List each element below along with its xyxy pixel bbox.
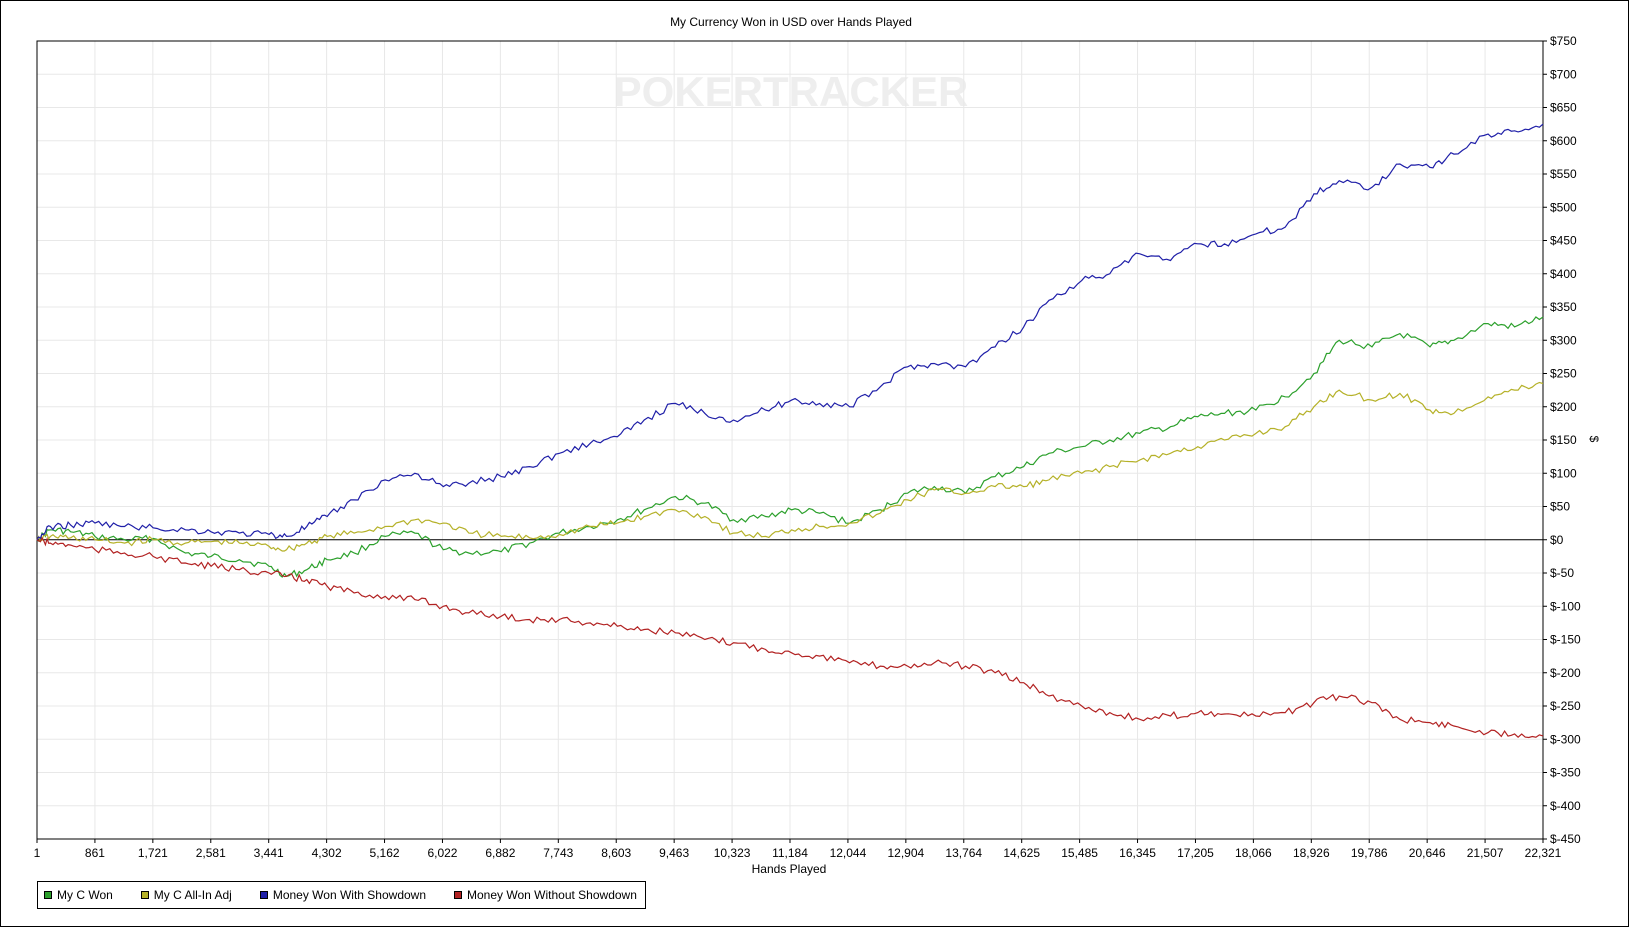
x-tick-label: 9,463 xyxy=(659,846,689,860)
x-tick-label: 10,323 xyxy=(714,846,751,860)
y-tick-label: $-100 xyxy=(1550,599,1581,613)
legend-swatch xyxy=(44,891,52,899)
x-tick-label: 2,581 xyxy=(196,846,226,860)
legend-swatch xyxy=(140,891,149,899)
legend-item: My C All-In Adj xyxy=(140,888,232,902)
series-line-money-won-with-showdown xyxy=(36,123,1544,541)
legend: My C Won My C All-In Adj Money Won With Sh… xyxy=(37,881,646,909)
y-tick-label: $0 xyxy=(1550,533,1564,547)
y-tick-label: $-200 xyxy=(1550,666,1581,680)
x-tick-label: 18,066 xyxy=(1235,846,1272,860)
legend-item: My C Won xyxy=(44,888,113,902)
y-tick-label: $-450 xyxy=(1550,832,1581,846)
chart-title: My Currency Won in USD over Hands Played xyxy=(670,15,912,29)
y-axis-label: $ xyxy=(1587,436,1601,443)
x-tick-label: 8,603 xyxy=(601,846,631,860)
y-tick-label: $-350 xyxy=(1550,766,1581,780)
x-tick-label: 1,721 xyxy=(138,846,168,860)
y-tick-label: $600 xyxy=(1550,134,1577,148)
y-tick-label: $450 xyxy=(1550,234,1577,248)
x-tick-label: 6,882 xyxy=(485,846,515,860)
x-tick-label: 15,485 xyxy=(1061,846,1098,860)
legend-swatch xyxy=(454,891,463,899)
x-tick-label: 6,022 xyxy=(427,846,457,860)
x-tick-label: 14,625 xyxy=(1003,846,1040,860)
x-tick-label: 5,162 xyxy=(370,846,400,860)
y-tick-label: $500 xyxy=(1550,200,1577,214)
x-tick-label: 4,302 xyxy=(312,846,342,860)
x-tick-label: 12,044 xyxy=(830,846,867,860)
x-tick-label: 11,184 xyxy=(772,846,808,860)
legend-label: My C All-In Adj xyxy=(153,888,232,902)
y-tick-label: $400 xyxy=(1550,267,1577,281)
x-tick-label: 17,205 xyxy=(1177,846,1214,860)
y-tick-label: $550 xyxy=(1550,167,1577,181)
y-tick-label: $650 xyxy=(1550,101,1577,115)
y-tick-label: $100 xyxy=(1550,466,1577,480)
y-tick-label: $-50 xyxy=(1550,566,1574,580)
y-tick-label: $-150 xyxy=(1550,633,1581,647)
x-tick-label: 16,345 xyxy=(1119,846,1156,860)
legend-swatch xyxy=(259,891,268,899)
y-tick-label: $-300 xyxy=(1550,732,1581,746)
y-tick-label: $350 xyxy=(1550,300,1577,314)
x-tick-label: 3,441 xyxy=(254,846,284,860)
y-tick-label: $-250 xyxy=(1550,699,1581,713)
y-tick-label: $250 xyxy=(1550,367,1577,381)
series-line-my-c-won xyxy=(36,316,1544,578)
x-tick-label: 20,646 xyxy=(1409,846,1446,860)
x-axis-label: Hands Played xyxy=(752,862,827,876)
y-tick-label: $150 xyxy=(1550,433,1577,447)
y-tick-label: $-400 xyxy=(1550,799,1581,813)
x-tick-label: 861 xyxy=(85,846,105,860)
series-line-money-won-without-showdown xyxy=(36,536,1544,739)
y-tick-label: $750 xyxy=(1550,34,1577,48)
legend-label: Money Won With Showdown xyxy=(272,888,427,902)
y-tick-label: $700 xyxy=(1550,67,1577,81)
y-tick-label: $200 xyxy=(1550,400,1577,414)
x-tick-label: 1 xyxy=(34,846,41,860)
x-tick-label: 21,507 xyxy=(1467,846,1504,860)
y-tick-label: $300 xyxy=(1550,333,1577,347)
legend-label: My C Won xyxy=(57,888,113,902)
legend-label: Money Won Without Showdown xyxy=(467,888,637,902)
legend-item: Money Won Without Showdown xyxy=(454,888,637,902)
x-tick-label: 7,743 xyxy=(543,846,573,860)
x-tick-label: 13,764 xyxy=(945,846,982,860)
x-tick-label: 19,786 xyxy=(1351,846,1388,860)
x-tick-label: 18,926 xyxy=(1293,846,1330,860)
x-tick-label: 22,321 xyxy=(1525,846,1562,860)
legend-item: Money Won With Showdown xyxy=(259,888,427,902)
series-line-my-c-all-in-adj xyxy=(36,381,1544,552)
x-tick-label: 12,904 xyxy=(887,846,924,860)
y-tick-label: $50 xyxy=(1550,500,1570,514)
